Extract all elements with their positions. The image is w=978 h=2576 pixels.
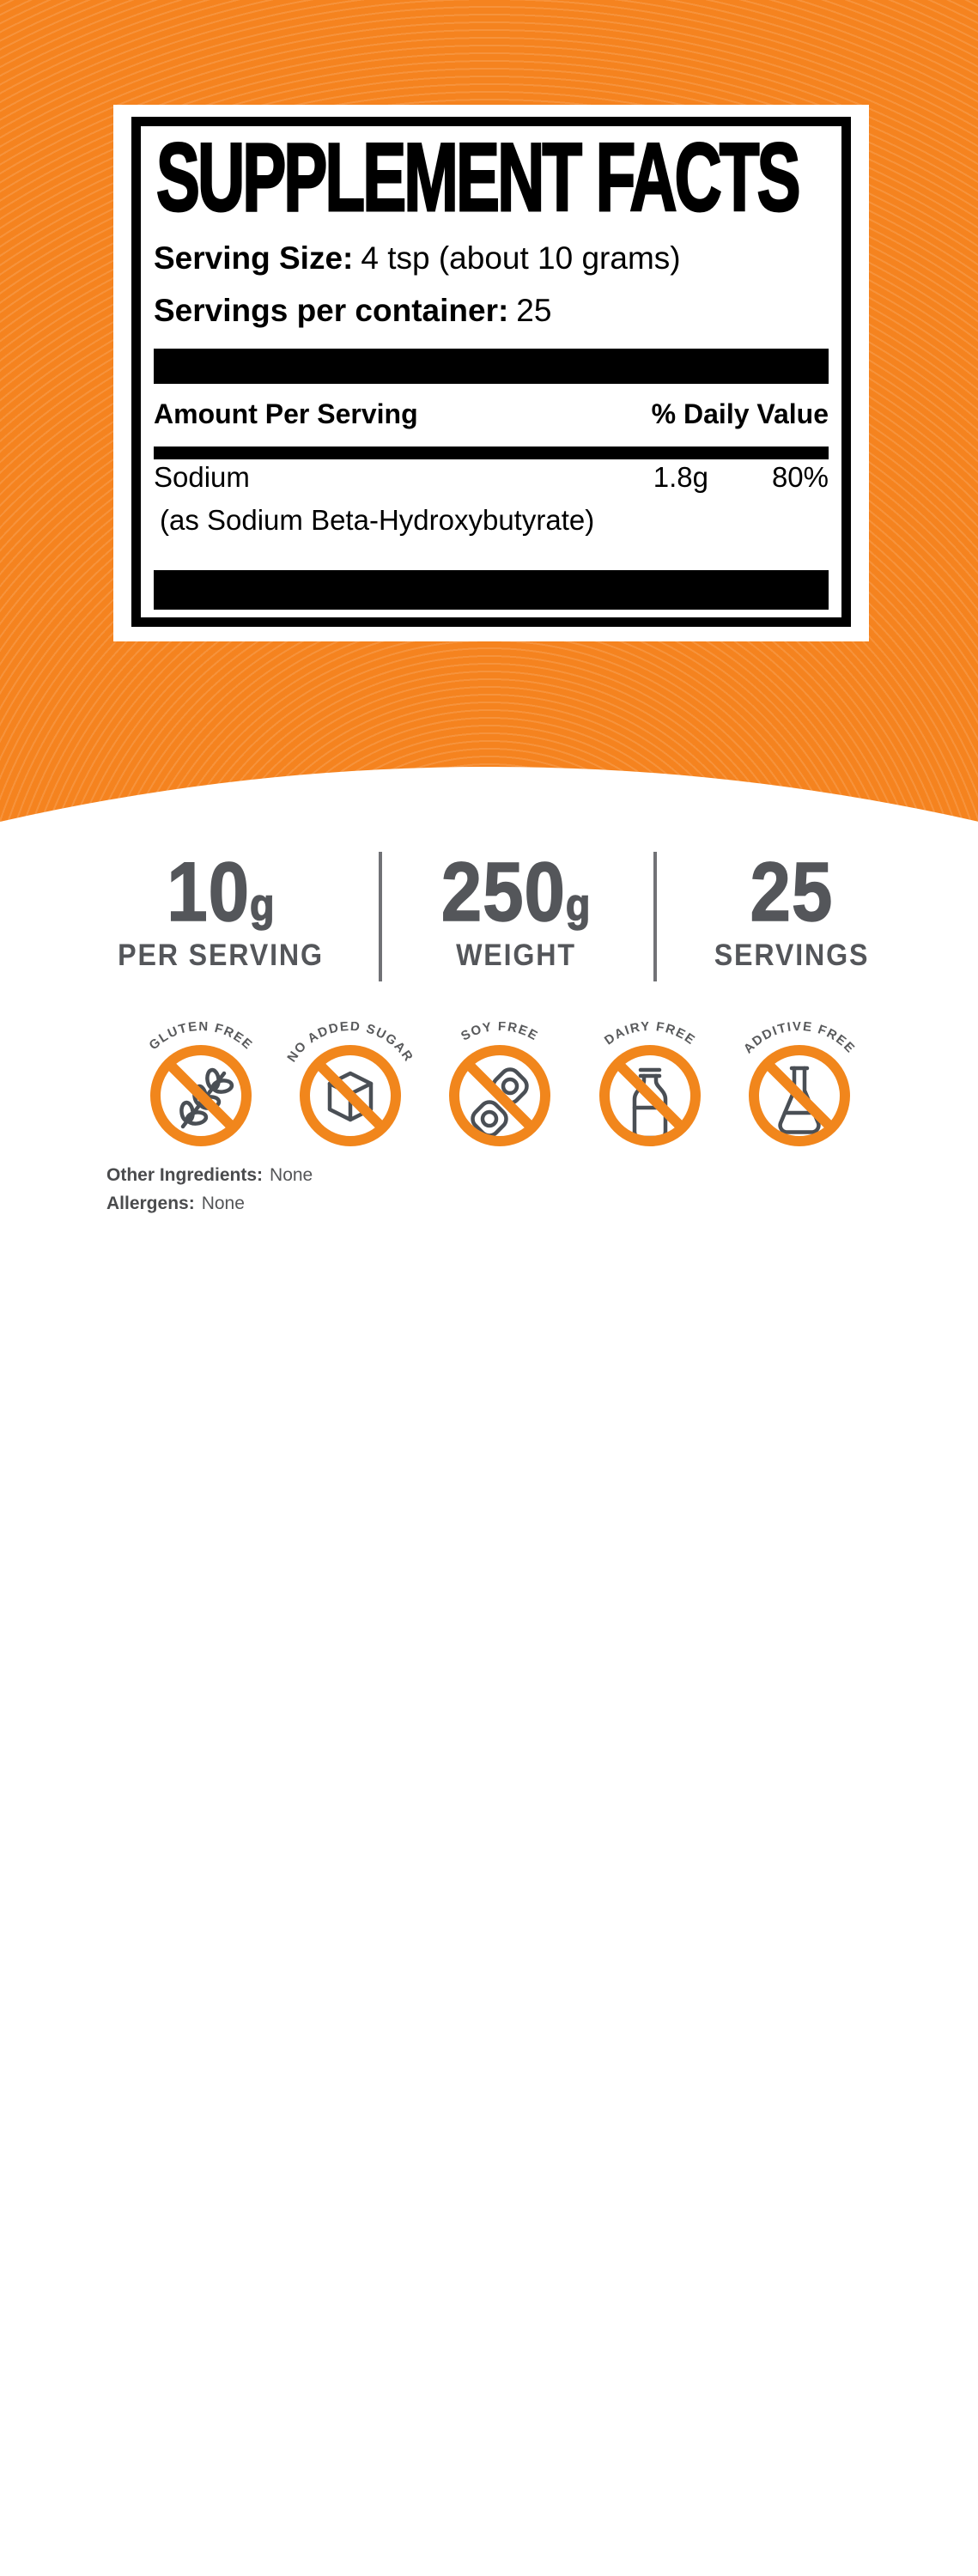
svg-text:NO ADDED SUGAR: NO ADDED SUGAR xyxy=(284,1022,416,1065)
dairy-free-badge: DAIRY FREE xyxy=(599,1022,701,1146)
prohibition-circle xyxy=(150,1045,252,1146)
stat-servings-label: SERVINGS xyxy=(714,939,870,972)
stat-per-serving-number: 10g xyxy=(166,849,276,934)
amount-per-serving-header: Amount Per Serving xyxy=(154,398,418,429)
stat-per-serving: 10g PER SERVING xyxy=(109,849,333,972)
stat-servings-number: 25 xyxy=(750,849,834,934)
allergens-line: Allergens: None xyxy=(106,1189,313,1218)
stat-value: 250 xyxy=(440,845,566,939)
stat-divider xyxy=(379,852,382,981)
thin-divider-bar xyxy=(154,447,829,459)
stat-value: 10 xyxy=(166,845,250,939)
nutrient-daily-value: 80% xyxy=(771,461,829,493)
servings-per-container-line: Servings per container: 25 xyxy=(154,295,551,326)
stat-weight: 250g WEIGHT xyxy=(431,849,601,972)
nutrient-source-note: (as Sodium Beta-Hydroxybutyrate) xyxy=(160,504,595,536)
other-ingredients-line: Other Ingredients: None xyxy=(106,1161,313,1189)
prohibition-circle xyxy=(449,1045,550,1146)
prohibition-circle xyxy=(599,1045,701,1146)
flask-icon xyxy=(778,1066,821,1134)
dairy-free-label: DAIRY FREE xyxy=(602,1022,697,1048)
svg-text:DAIRY FREE: DAIRY FREE xyxy=(602,1022,698,1048)
allergens-value: None xyxy=(201,1194,245,1213)
svg-text:SOY FREE: SOY FREE xyxy=(459,1022,541,1044)
serving-size-label: Serving Size: xyxy=(154,240,354,276)
stat-unit: g xyxy=(249,880,276,931)
facts-panel-border: SUPPLEMENT FACTS Serving Size: 4 tsp (abo… xyxy=(131,117,851,627)
thick-divider-bar xyxy=(154,349,829,384)
servings-label: Servings per container: xyxy=(154,293,509,328)
other-ingredients-label: Other Ingredients: xyxy=(106,1165,264,1185)
additive-free-badge: ADDITIVE FREE xyxy=(741,1022,857,1146)
nutrient-name: Sodium xyxy=(154,461,250,493)
serving-size-value: 4 tsp (about 10 grams) xyxy=(361,240,681,276)
bottom-divider-bar xyxy=(154,570,829,610)
stat-weight-number: 250g xyxy=(440,849,592,934)
servings-value: 25 xyxy=(516,293,552,328)
stat-weight-label: WEIGHT xyxy=(456,939,576,972)
stat-value: 25 xyxy=(750,845,834,939)
allergens-label: Allergens: xyxy=(106,1194,195,1213)
no-added-sugar-label: NO ADDED SUGAR xyxy=(284,1022,415,1065)
stat-divider xyxy=(653,852,657,981)
other-ingredients-value: None xyxy=(270,1165,313,1185)
soy-free-badge: SOY FREE xyxy=(449,1022,550,1146)
facts-title: SUPPLEMENT FACTS xyxy=(155,124,802,231)
prohibition-circle xyxy=(749,1045,850,1146)
label-canvas: SUPPLEMENT FACTS Serving Size: 4 tsp (abo… xyxy=(0,0,978,1218)
stat-unit: g xyxy=(565,880,592,931)
stat-per-serving-label: PER SERVING xyxy=(118,939,324,972)
table-header-row: Amount Per Serving % Daily Value xyxy=(154,400,829,428)
gluten-free-badge: GLUTEN FREE xyxy=(146,1022,254,1146)
prohibition-circle xyxy=(300,1045,401,1146)
no-added-sugar-badge: NO ADDED SUGAR xyxy=(284,1022,416,1146)
soy-free-label: SOY FREE xyxy=(459,1022,539,1044)
nutrient-amount: 1.8g xyxy=(653,461,708,493)
stat-servings: 25 SERVINGS xyxy=(708,849,876,972)
daily-value-header: % Daily Value xyxy=(651,398,829,429)
supplement-facts-panel: SUPPLEMENT FACTS Serving Size: 4 tsp (abo… xyxy=(113,105,869,641)
footer-notes: Other Ingredients: None Allergens: None xyxy=(106,1161,313,1218)
serving-size-line: Serving Size: 4 tsp (about 10 grams) xyxy=(154,242,681,274)
